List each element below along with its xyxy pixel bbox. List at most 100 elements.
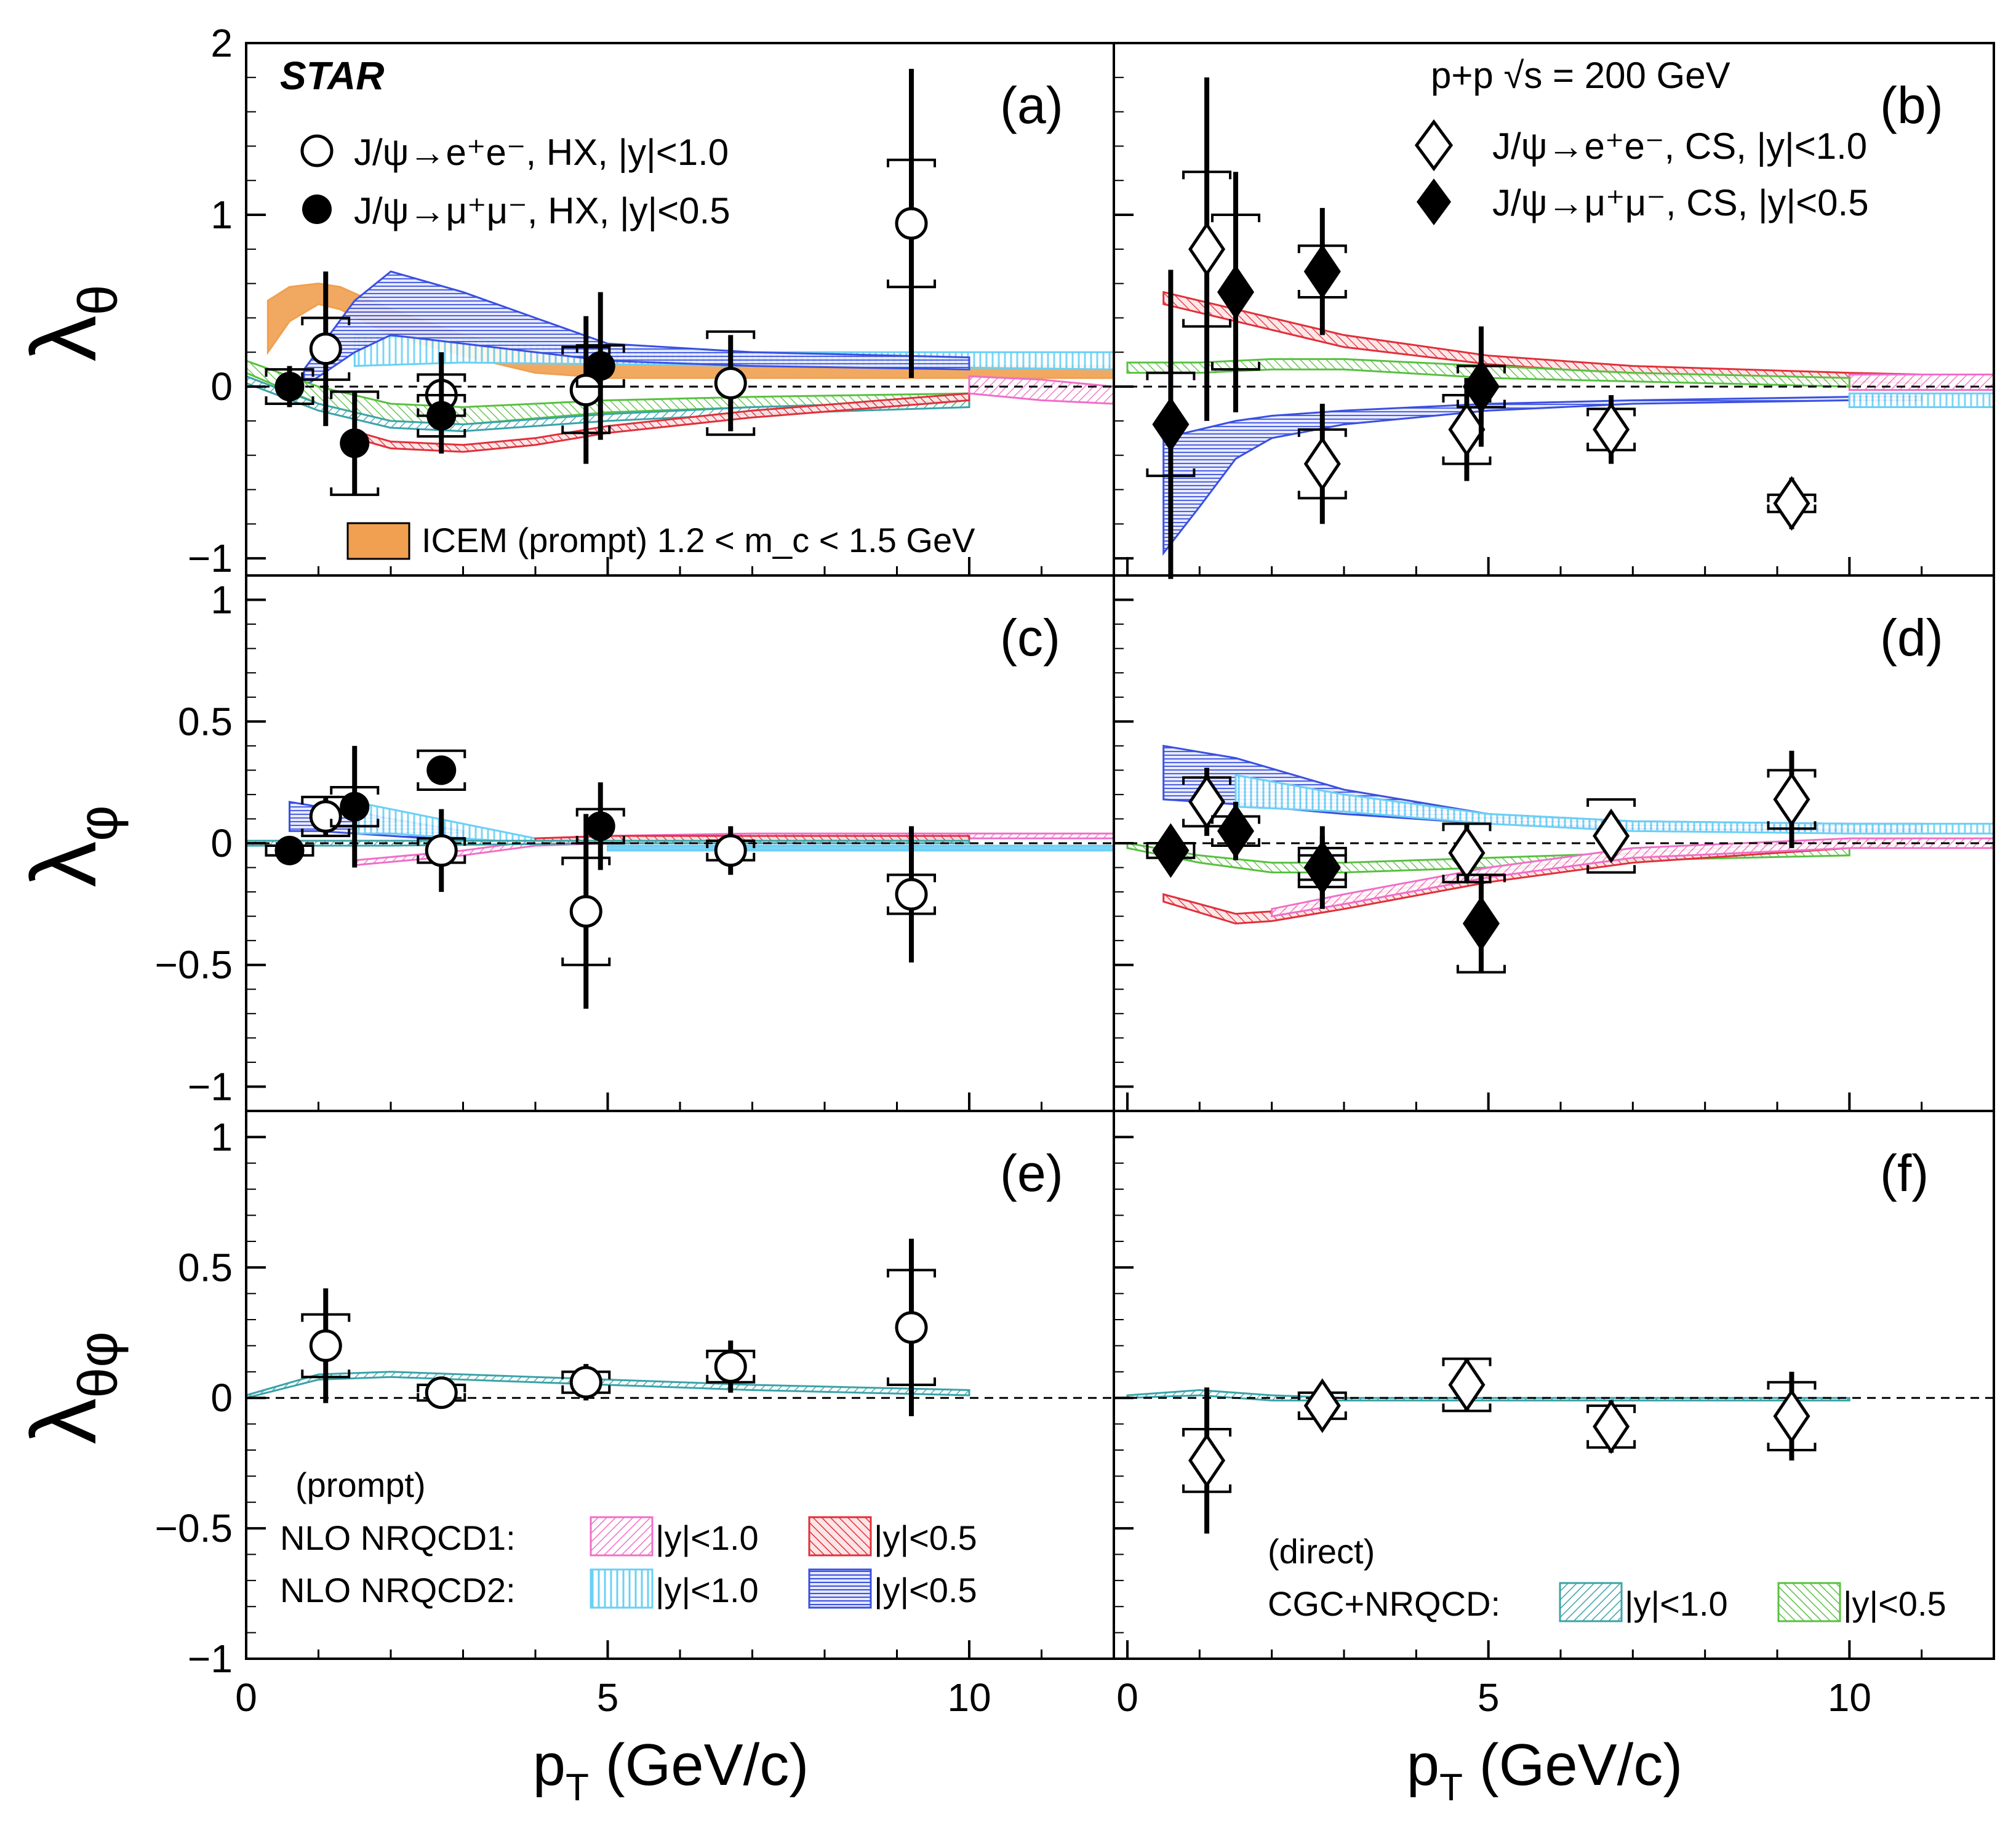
band-d-nlo-nrqcd1-y-1-0 <box>1271 837 1995 918</box>
sys-upper-point-a-open-circle-1 <box>417 373 466 382</box>
figure-frame <box>245 42 1995 1660</box>
sys-lower-point-a-open-circle-0 <box>301 372 351 381</box>
band-a-cgc-nrqcd-y-1-0 <box>245 375 970 433</box>
panel-d: (d) <box>1114 575 1995 1112</box>
marker-point-c-open-circle-1 <box>425 834 458 867</box>
sys-upper-point-a-filled-circle-1 <box>330 390 380 399</box>
marker-point-d-filled-diamond-1 <box>1217 803 1255 859</box>
marker-point-b-filled-diamond-2 <box>1303 244 1341 299</box>
marker-point-e-open-circle-3 <box>714 1350 747 1383</box>
sys-upper-point-a-filled-circle-3 <box>575 344 625 353</box>
y-tick-label-e: −1 <box>188 1637 233 1681</box>
x-tick-label-e-10: 10 <box>947 1675 991 1720</box>
marker-point-c-filled-circle-0 <box>274 835 305 865</box>
marker-point-f-open-diamond-4 <box>1773 1389 1810 1444</box>
x-tick-label-f-0: 0 <box>1116 1675 1138 1720</box>
y-tick-label-c: 0.5 <box>178 699 233 744</box>
marker-point-a-open-circle-0 <box>309 332 342 366</box>
marker-point-e-open-circle-1 <box>425 1376 458 1409</box>
y-tick-label-c: −0.5 <box>155 943 233 987</box>
y-tick-label-e: 0 <box>210 1376 233 1420</box>
panel-e: 0 5 10 −1 −0.5 0 0.5 1 (e) <box>155 1110 1115 1720</box>
legend-hx-ee: J/ψ→e⁺e⁻, HX, |y|<1.0 <box>354 132 729 173</box>
panel-letter-f: (f) <box>1880 1144 1929 1202</box>
legend-hx: J/ψ→e⁺e⁻, HX, |y|<1.0 J/ψ→μ⁺μ⁻, HX, |y|<… <box>300 132 730 231</box>
y-tick-label-a: 2 <box>210 21 233 65</box>
legend-cs: J/ψ→e⁺e⁻, CS, |y|<1.0 J/ψ→μ⁺μ⁻, CS, |y|<… <box>1414 119 1869 225</box>
legend-cgc-label: CGC+NRQCD: <box>1268 1584 1500 1623</box>
legend-nrqcd1-label: NLO NRQCD1: <box>280 1518 516 1557</box>
y-tick-label-a: 1 <box>210 193 233 237</box>
marker-point-d-filled-diamond-3 <box>1462 896 1500 951</box>
sys-lower-point-f-open-diamond-4 <box>1767 1442 1817 1451</box>
marker-point-a-filled-circle-3 <box>585 351 615 381</box>
marker-point-e-open-circle-4 <box>895 1311 928 1344</box>
marker-point-f-open-diamond-2 <box>1448 1357 1486 1413</box>
sys-lower-point-b-open-diamond-0 <box>1182 319 1232 328</box>
marker-point-d-filled-diamond-2 <box>1303 840 1341 896</box>
sys-upper-point-c-filled-circle-2 <box>417 749 466 758</box>
sys-lower-point-b-filled-diamond-1 <box>1211 362 1260 371</box>
sys-lower-point-a-filled-circle-2 <box>417 428 466 438</box>
sys-lower-point-c-open-circle-2 <box>561 957 611 966</box>
collision-label: p+p √s = 200 GeV <box>1431 55 1730 96</box>
legend-cs-ee: J/ψ→e⁺e⁻, CS, |y|<1.0 <box>1492 126 1867 167</box>
marker-point-f-open-diamond-1 <box>1303 1378 1341 1433</box>
legend-nrqcd1-narrow-swatch <box>808 1516 872 1557</box>
sys-upper-point-e-open-circle-0 <box>301 1313 351 1322</box>
sys-lower-point-c-open-circle-4 <box>887 906 936 915</box>
sys-lower-point-a-filled-circle-0 <box>265 396 314 405</box>
x-tick-label-f-10: 10 <box>1828 1675 1871 1720</box>
panel-letter-b: (b) <box>1880 76 1943 134</box>
marker-point-c-open-circle-4 <box>895 878 928 911</box>
sys-upper-point-a-open-circle-3 <box>706 330 756 339</box>
y-tick-label-a: 0 <box>210 364 233 409</box>
sys-upper-point-d-open-diamond-2 <box>1442 822 1492 832</box>
band-a-nlo-nrqcd1-y-0-5 <box>353 392 970 453</box>
legend-cgc: (direct) CGC+NRQCD: |y|<1.0 |y|<0.5 <box>1268 1532 1946 1623</box>
marker-point-a-open-circle-3 <box>714 366 747 399</box>
marker-point-a-filled-circle-1 <box>340 428 370 459</box>
panel-letter-c: (c) <box>1000 609 1060 667</box>
legend-icem: ICEM (prompt) 1.2 < m_c < 1.5 GeV <box>346 521 975 560</box>
marker-point-c-open-circle-3 <box>714 834 747 867</box>
sys-lower-point-a-filled-circle-1 <box>330 487 380 496</box>
panel-f: 0 5 10 (f) <box>1114 1110 1995 1720</box>
marker-point-b-open-diamond-0 <box>1188 222 1226 277</box>
y-tick-label-c: 0 <box>210 821 233 865</box>
legend-nrqcd2-wide-label: |y|<1.0 <box>655 1571 759 1610</box>
sys-lower-point-c-filled-circle-3 <box>575 836 625 844</box>
x-tick-label-f-5: 5 <box>1478 1675 1500 1720</box>
legend-filled-diamond-marker <box>1417 178 1451 225</box>
panel-a: −1 0 1 2 (a) <box>188 21 1115 580</box>
sys-upper-point-c-open-circle-4 <box>887 873 936 883</box>
marker-point-f-open-diamond-3 <box>1593 1399 1630 1454</box>
legend-open-diamond-marker <box>1414 119 1454 172</box>
xlabel-right: pT (GeV/c) <box>1407 1732 1683 1809</box>
sys-upper-point-c-filled-circle-1 <box>330 786 380 795</box>
sys-lower-point-d-filled-diamond-3 <box>1456 964 1506 974</box>
sys-lower-point-d-open-diamond-4 <box>1767 821 1817 830</box>
marker-point-b-filled-diamond-0 <box>1152 396 1190 452</box>
legend-open-circle-marker <box>300 134 334 167</box>
sys-lower-point-a-filled-circle-3 <box>575 379 625 388</box>
band-b-nlo-nrqcd2-y-1-0 <box>1848 392 1995 408</box>
xlabel-left: pT (GeV/c) <box>533 1732 809 1809</box>
marker-point-f-open-diamond-0 <box>1188 1433 1226 1488</box>
x-tick-label-e-0: 0 <box>235 1675 257 1720</box>
legend-cs-mumu: J/ψ→μ⁺μ⁻, CS, |y|<0.5 <box>1492 182 1869 223</box>
legend-nrqcd2-narrow-label: |y|<0.5 <box>874 1571 977 1610</box>
legend-cgc-wide-swatch <box>1559 1582 1623 1622</box>
y-tick-label-c: 1 <box>210 578 233 622</box>
sys-upper-point-b-open-diamond-0 <box>1182 170 1232 180</box>
y-tick-label-c: −1 <box>188 1064 233 1108</box>
panel-b: (b) <box>1114 42 1995 579</box>
sys-upper-point-f-open-diamond-0 <box>1182 1428 1232 1437</box>
marker-point-d-open-diamond-4 <box>1773 772 1810 827</box>
sys-upper-point-c-filled-circle-3 <box>575 808 625 817</box>
sys-lower-point-a-open-circle-3 <box>706 427 756 436</box>
marker-point-c-open-circle-2 <box>569 895 602 928</box>
sys-upper-point-a-open-circle-0 <box>301 316 351 326</box>
sys-lower-point-c-filled-circle-2 <box>417 782 466 791</box>
